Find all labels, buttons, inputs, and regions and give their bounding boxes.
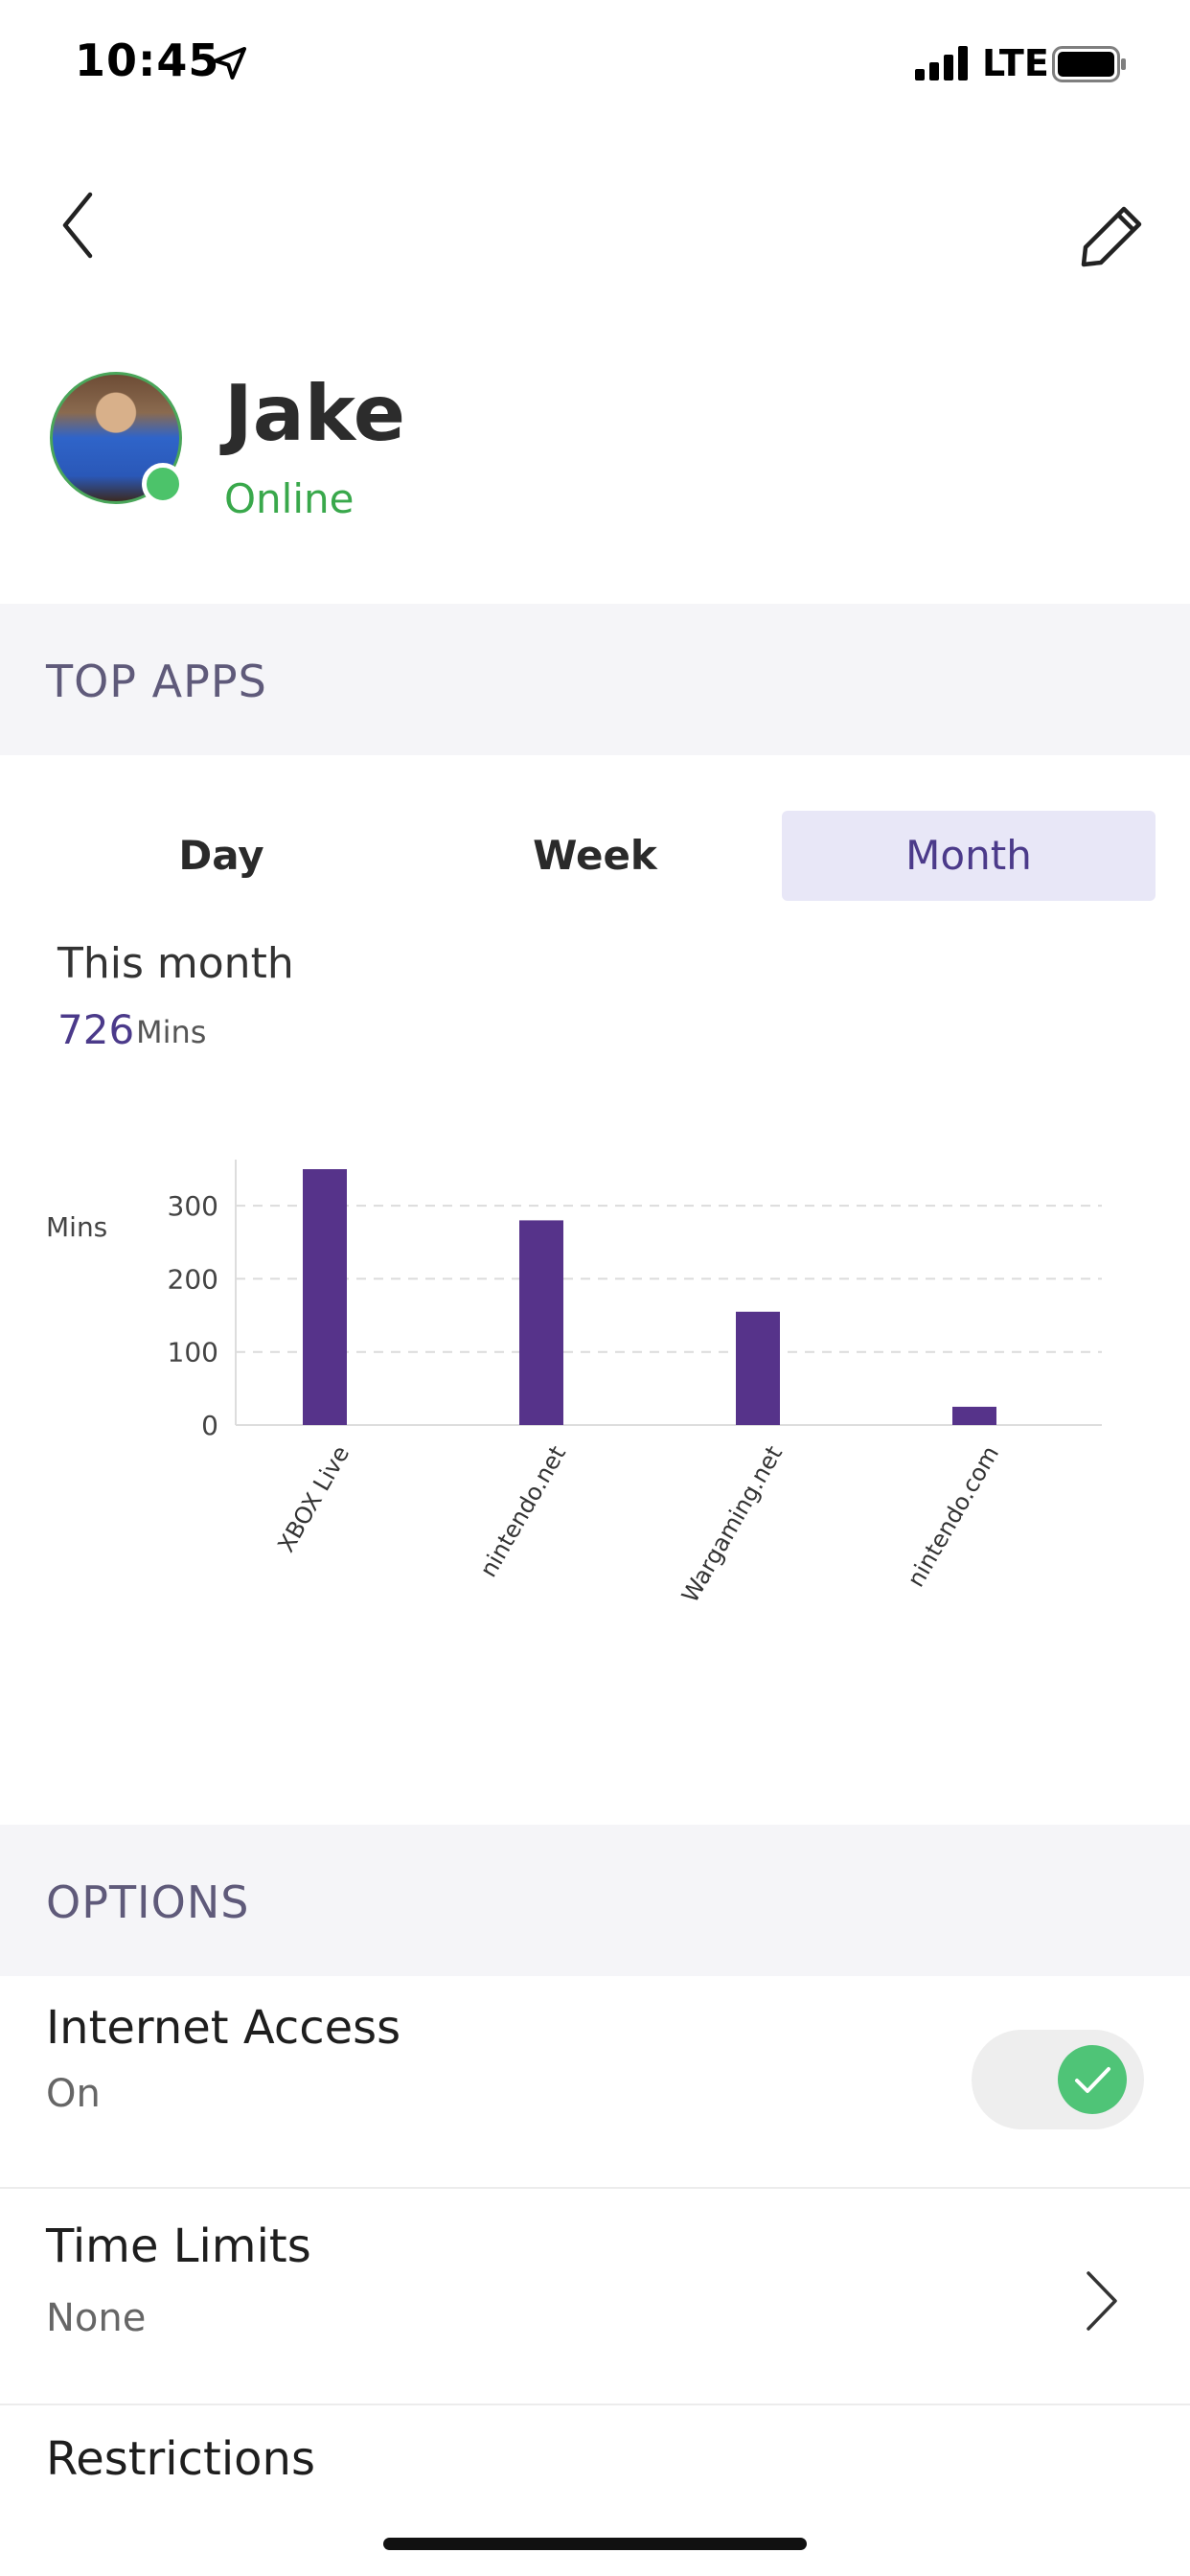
top-apps-bar-chart: Mins 0 100 200 300 XBOX Live nintendo.net Warga… (46, 1160, 1102, 1607)
y-tick-label: 200 (168, 1263, 218, 1295)
chevron-right-icon[interactable] (1083, 2267, 1121, 2334)
online-status-dot (142, 463, 184, 505)
x-tick-label: XBOX Live (272, 1441, 355, 1556)
top-apps-header: TOP APPS (0, 604, 1190, 755)
bar (519, 1220, 563, 1425)
tab-week[interactable]: Week (533, 832, 657, 879)
status-time: 10:45 (75, 34, 220, 86)
total-minutes-value: 726 (57, 1006, 135, 1053)
restrictions-title[interactable]: Restrictions (46, 2432, 315, 2486)
time-limits-title: Time Limits (46, 2220, 311, 2273)
y-axis-label: Mins (46, 1211, 107, 1243)
options-title: OPTIONS (46, 1876, 250, 1928)
chevron-left-icon[interactable] (56, 187, 103, 264)
tab-day[interactable]: Day (178, 832, 264, 879)
time-limits-row[interactable] (0, 2189, 1190, 2404)
options-header: OPTIONS (0, 1825, 1190, 1976)
bar (952, 1406, 996, 1425)
x-tick-label: nintendo.com (903, 1441, 1005, 1592)
x-tick-label: nintendo.net (474, 1441, 571, 1582)
bar (736, 1311, 780, 1425)
internet-access-title: Internet Access (46, 2001, 401, 2055)
tab-month[interactable]: Month (782, 811, 1156, 901)
network-type: LTE (982, 42, 1049, 84)
battery-icon (1052, 46, 1126, 82)
divider (0, 2404, 1190, 2405)
pencil-icon[interactable] (1078, 201, 1147, 270)
internet-access-value: On (46, 2072, 101, 2116)
checkmark-icon (1075, 2067, 1110, 2093)
total-minutes-unit: Mins (136, 1014, 207, 1050)
time-limits-value: None (46, 2296, 147, 2340)
x-tick-label: Wargaming.net (676, 1441, 788, 1607)
location-arrow-icon (214, 47, 246, 80)
period-label: This month (57, 939, 294, 988)
profile-name: Jake (224, 369, 406, 458)
profile-status: Online (224, 475, 355, 522)
home-indicator (383, 2538, 807, 2550)
status-bar: 10:45 LTE (0, 0, 1190, 134)
y-tick-label: 300 (168, 1190, 218, 1222)
toggle-knob (1058, 2045, 1127, 2114)
y-tick-label: 0 (201, 1410, 218, 1441)
top-apps-title: TOP APPS (46, 656, 267, 707)
internet-access-toggle[interactable] (972, 2030, 1144, 2129)
signal-icon (915, 46, 968, 80)
y-tick-label: 100 (168, 1337, 218, 1368)
divider (0, 2187, 1190, 2189)
bar (303, 1169, 347, 1425)
